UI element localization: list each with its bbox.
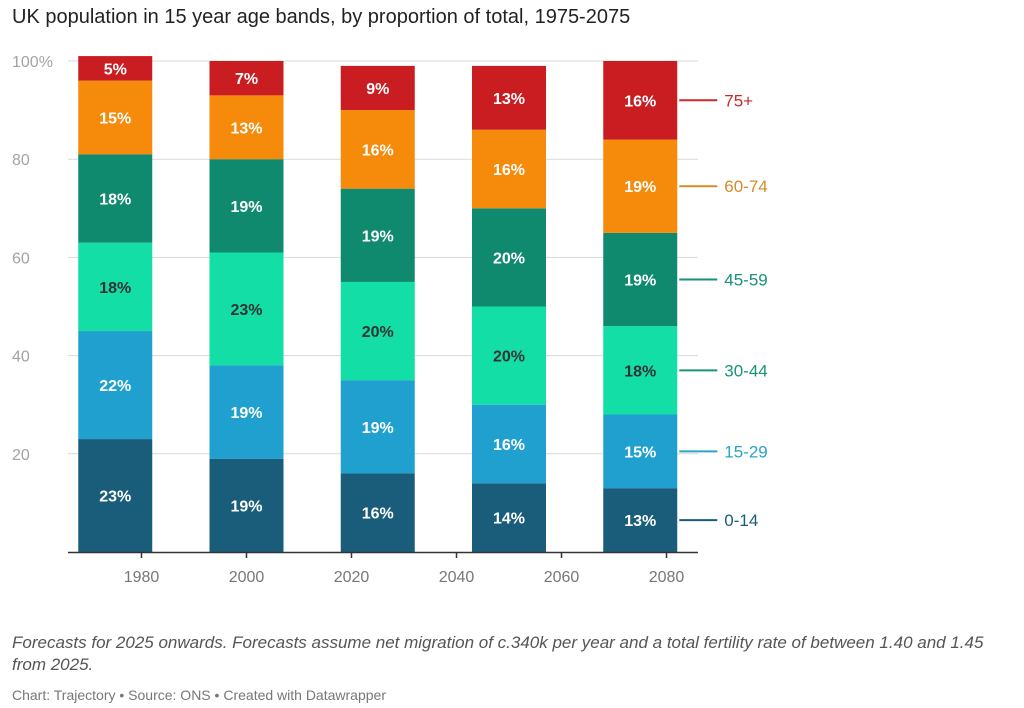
bar-value-label: 19% [624, 179, 656, 196]
bar-value-labels: 23% 22% 18% 18% 15% 5% 19% 19% 23% 19% 13% 7% 16% 19%… [99, 61, 656, 530]
bar-segment-60-74 [78, 80, 153, 155]
bar-segment-0-14 [78, 439, 153, 552]
x-tick-label: 1980 [124, 569, 160, 586]
x-tick-label: 2080 [649, 569, 685, 586]
series-label: 15-29 [724, 442, 767, 461]
bar-segment-15-29 [78, 331, 153, 440]
bar-segment-45-59 [472, 208, 546, 307]
series-label: 45-59 [724, 270, 767, 289]
bar-segment-75+ [603, 61, 678, 140]
series-labels: 0-14 15-29 30-44 45-59 60-74 75+ [679, 91, 768, 530]
bar-segment-15-29 [472, 404, 546, 484]
y-tick-label: 80 [12, 152, 30, 169]
bar-value-label: 5% [104, 61, 127, 78]
footer-separator: • [119, 687, 125, 703]
bar-segment-45-59 [603, 232, 678, 327]
bar-value-label: 13% [230, 120, 262, 137]
x-tick-label: 2000 [229, 569, 265, 586]
bar-value-label: 19% [230, 498, 262, 515]
bar-value-label: 16% [362, 142, 394, 159]
bar-segment-45-59 [209, 159, 284, 253]
chart-credit: Chart: Trajectory [12, 687, 116, 703]
series-label: 30-44 [724, 361, 767, 380]
series-label: 60-74 [724, 177, 767, 196]
bar-segment-45-59 [78, 154, 153, 243]
series-label: 0-14 [724, 511, 758, 530]
bar-value-label: 15% [99, 110, 131, 127]
bar-segment-30-44 [209, 252, 284, 366]
bar-segment-60-74 [472, 129, 546, 209]
bar-segment-0-14 [340, 473, 415, 552]
tool-credit: Created with Datawrapper [223, 687, 386, 703]
bar-segment-75+ [340, 65, 415, 111]
bar-value-label: 20% [362, 324, 394, 341]
chart-title: UK population in 15 year age bands, by p… [12, 6, 631, 28]
x-tick-label: 2020 [334, 569, 370, 586]
bar-value-label: 23% [99, 489, 131, 506]
stacked-bar-chart: 23% 22% 18% 18% 15% 5% 19% 19% 23% 19% 13% 7% 16% 19%… [12, 54, 768, 586]
x-tick-label: 2040 [439, 569, 475, 586]
bar-segment-15-29 [209, 365, 284, 459]
series-label: 75+ [724, 91, 753, 110]
y-tick-label: 60 [12, 250, 30, 267]
bars [78, 56, 678, 552]
bar-value-label: 16% [493, 162, 525, 179]
bar-value-label: 7% [235, 71, 258, 88]
bar-segment-30-44 [78, 242, 153, 332]
bar-value-label: 19% [362, 420, 394, 437]
bar-value-label: 16% [362, 506, 394, 523]
bar-segment-0-14 [472, 483, 546, 552]
bar-value-label: 19% [230, 199, 262, 216]
bar-value-label: 22% [99, 378, 131, 395]
bar-value-label: 18% [624, 363, 656, 380]
bar-segment-15-29 [340, 380, 415, 474]
bar-segment-15-29 [603, 414, 678, 489]
bar-segment-30-44 [603, 326, 678, 415]
bar-segment-30-44 [472, 306, 546, 405]
bar-value-label: 18% [99, 191, 131, 208]
bar-segment-0-14 [209, 458, 284, 552]
source-credit: Source: ONS [128, 687, 211, 703]
bar-segment-75+ [78, 56, 153, 81]
x-tick-label: 2060 [544, 569, 580, 586]
bar-value-label: 15% [624, 444, 656, 461]
bar-value-label: 13% [624, 513, 656, 530]
bar-segment-75+ [472, 65, 546, 130]
bar-value-label: 14% [493, 511, 525, 528]
bar-segment-75+ [209, 61, 284, 96]
bar-segment-60-74 [603, 139, 678, 233]
bar-segment-30-44 [340, 281, 415, 381]
footer-separator: • [214, 687, 220, 703]
y-tick-label: 20 [12, 447, 30, 464]
bar-value-label: 20% [493, 250, 525, 267]
bar-segment-0-14 [603, 488, 678, 552]
bar-value-label: 23% [230, 302, 262, 319]
chart-footer: Chart: Trajectory • Source: ONS • Create… [12, 687, 386, 703]
bar-value-label: 19% [230, 405, 262, 422]
bar-value-label: 16% [493, 437, 525, 454]
chart-notes: Forecasts for 2025 onwards. Forecasts as… [12, 633, 984, 674]
bar-value-label: 19% [362, 228, 394, 245]
bar-value-label: 13% [493, 91, 525, 108]
bar-segment-60-74 [340, 110, 415, 189]
y-tick-label: 40 [12, 349, 30, 366]
y-tick-label: 100% [12, 54, 53, 71]
bar-value-label: 19% [624, 272, 656, 289]
bar-segment-45-59 [340, 188, 415, 282]
bar-value-label: 16% [624, 93, 656, 110]
bar-value-label: 18% [99, 280, 131, 297]
bar-value-label: 9% [366, 81, 389, 98]
bar-value-label: 20% [493, 349, 525, 366]
bar-segment-60-74 [209, 95, 284, 160]
